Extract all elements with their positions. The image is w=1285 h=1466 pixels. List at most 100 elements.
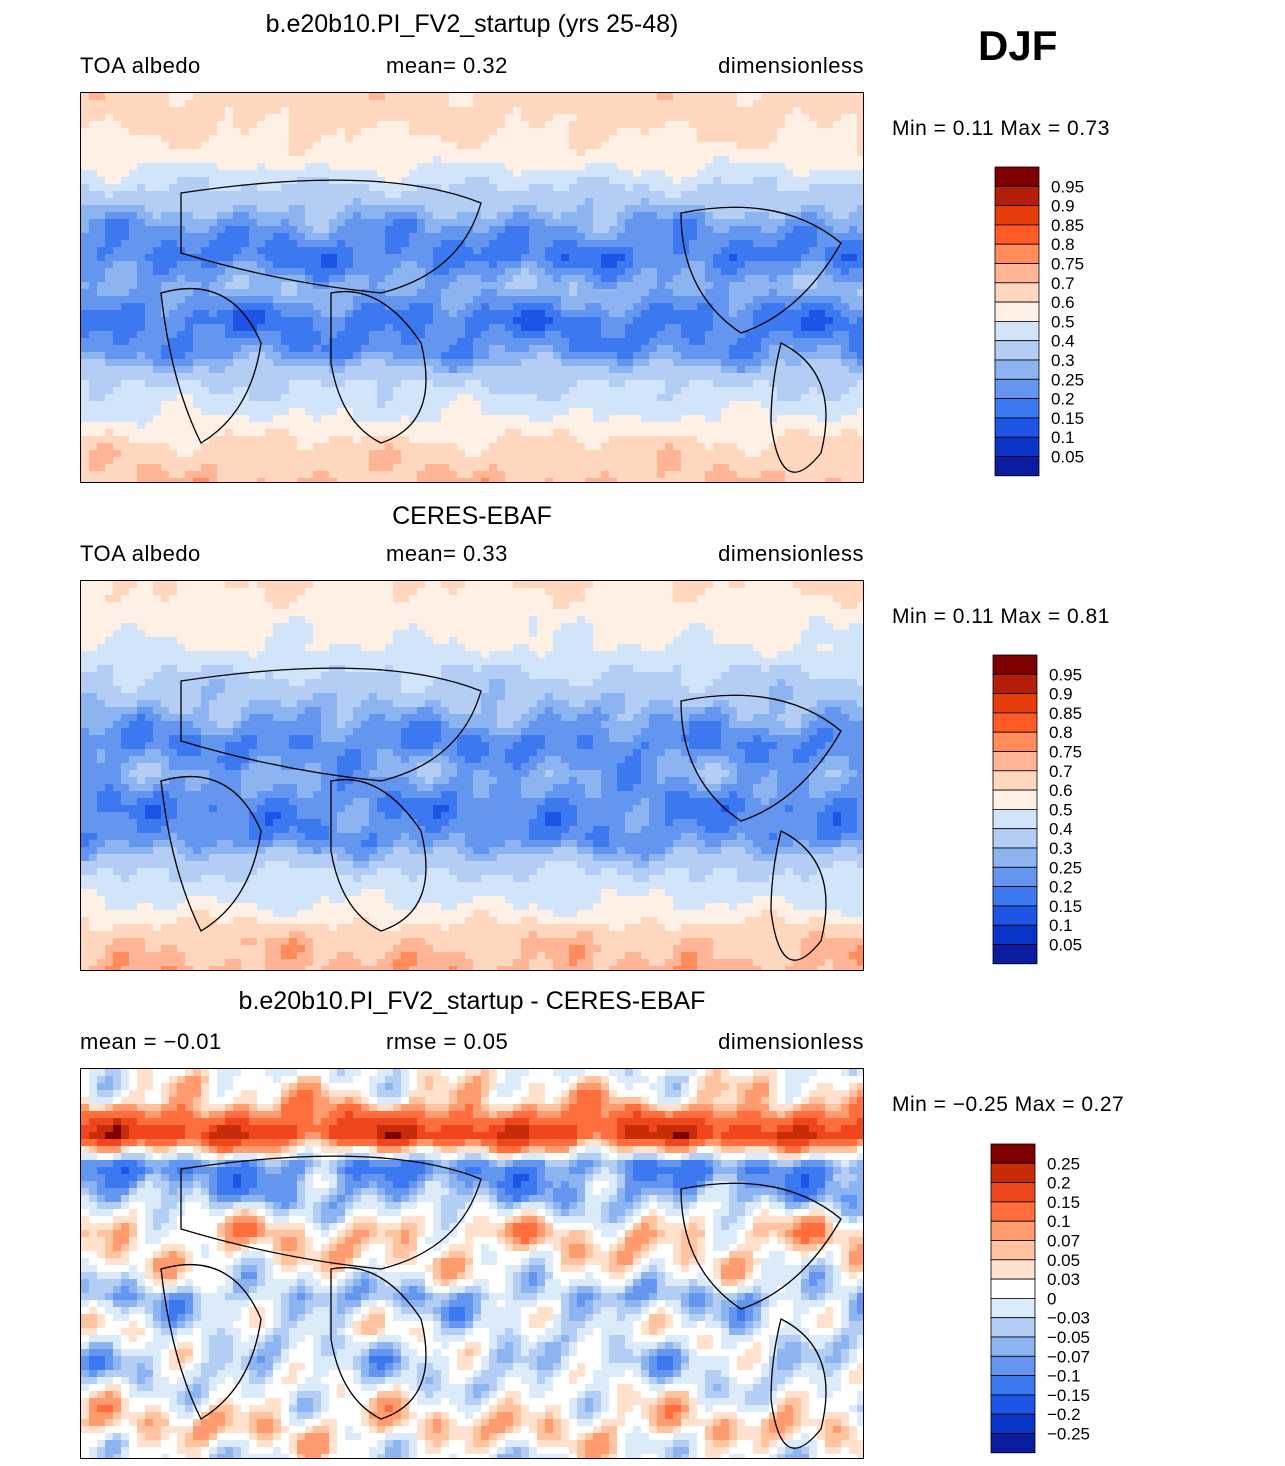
colorbar-tick-label: 0.8	[1049, 723, 1073, 742]
coastline	[680, 694, 842, 822]
colorbar-box	[992, 751, 1038, 772]
colorbar-tick-label: 0.7	[1049, 762, 1073, 781]
colorbar-box	[994, 224, 1040, 245]
colorbar-tick-label: 0.05	[1051, 447, 1084, 466]
colorbar-tick-label: 0.5	[1051, 312, 1075, 331]
colorbar-box	[990, 1297, 1036, 1319]
colorbar-tick-label: 0.85	[1049, 704, 1082, 723]
colorbar-tick-label: 0.95	[1049, 665, 1082, 684]
coastline	[160, 775, 262, 932]
colorbar-tick-label: 0.25	[1051, 370, 1084, 389]
colorbar-box	[992, 712, 1038, 733]
colorbar-tick-label: 0.4	[1049, 820, 1073, 839]
colorbar-box	[990, 1336, 1036, 1357]
mean-label: mean = −0.01	[80, 1029, 222, 1054]
panel-title: CERES-EBAF	[392, 502, 552, 530]
colorbar-tick-label: 0.15	[1047, 1193, 1080, 1212]
colorbar-tick-label: 0.75	[1049, 742, 1082, 761]
coastline	[770, 342, 827, 473]
colorbar-svg: 0.950.90.850.80.750.70.60.50.40.30.250.2…	[992, 654, 1082, 965]
colorbar-tick-label: 0.25	[1047, 1154, 1080, 1173]
colorbar-tick-label: −0.05	[1047, 1328, 1090, 1347]
coastline	[680, 206, 842, 334]
rmse-label: rmse = 0.05	[386, 1029, 509, 1054]
mean-label: mean= 0.33	[386, 541, 508, 566]
colorbar-tick-label: 0.15	[1049, 897, 1082, 916]
colorbar-tick-label: 0.03	[1047, 1270, 1080, 1289]
coastline	[330, 779, 427, 932]
colorbar-tick-label: −0.15	[1047, 1386, 1090, 1405]
colorbar-box	[994, 436, 1040, 457]
colorbar-tick-label: −0.1	[1047, 1367, 1081, 1386]
colorbar-box	[992, 866, 1038, 887]
colorbar-box	[992, 847, 1038, 868]
colorbar-tick-label: 0.5	[1049, 800, 1073, 819]
min-max-label: Min = 0.11 Max = 0.73	[892, 117, 1110, 140]
coastline	[770, 830, 827, 961]
colorbar-box	[992, 731, 1038, 752]
colorbar-tick-label: 0.05	[1047, 1251, 1080, 1270]
panel-title: b.e20b10.PI_FV2_startup (yrs 25-48)	[265, 10, 679, 38]
colorbar-tick-label: −0.25	[1047, 1424, 1090, 1443]
colorbar-box	[990, 1182, 1036, 1203]
colorbar-box	[994, 398, 1040, 419]
colorbar: 0.95 0.9 0.85 0.8 0.75 0.7 0.6 0.5 0.4 0.3 0.25 0.2…	[992, 654, 1285, 975]
field-cells	[81, 581, 863, 970]
colorbar-box	[990, 1278, 1036, 1299]
colorbar-box	[992, 789, 1038, 810]
colorbar-box	[990, 1162, 1036, 1183]
map-plot	[80, 1068, 864, 1459]
min-max-label: Min = −0.25 Max = 0.27	[892, 1093, 1125, 1116]
colorbar-svg: 0.950.90.850.80.750.70.60.50.40.30.250.2…	[994, 166, 1084, 477]
colorbar-tick-label: 0.05	[1049, 935, 1082, 954]
coastline	[180, 667, 482, 782]
colorbar-tick-label: −0.2	[1047, 1405, 1081, 1424]
colorbar-tick-label: 0.7	[1051, 274, 1075, 293]
coastline	[180, 1155, 482, 1270]
colorbar: 0.25 0.2 0.15 0.1 0.07 0.05 0.03 0 −0.03 −0.05 −0.…	[990, 1143, 1285, 1464]
variable-label: TOA albedo	[80, 541, 201, 566]
map-plot	[80, 580, 864, 971]
colorbar-tick-label: 0.1	[1047, 1212, 1071, 1231]
colorbar: 0.95 0.9 0.85 0.8 0.75 0.7 0.6 0.5 0.4 0.3 0.25 0.2…	[994, 166, 1285, 487]
colorbar-svg: 0.250.20.150.10.070.050.030−0.03−0.05−0.…	[990, 1143, 1090, 1454]
colorbar-tick-label: 0.75	[1051, 254, 1084, 273]
colorbar-tick-label: 0.8	[1051, 235, 1075, 254]
colorbar-tick-label: 0.25	[1049, 858, 1082, 877]
colorbar-tick-label: 0.1	[1051, 428, 1075, 447]
colorbar-box	[994, 205, 1040, 226]
colorbar-box	[994, 243, 1040, 264]
colorbar-box	[990, 1259, 1036, 1280]
colorbar-tick-label: 0.15	[1051, 409, 1084, 428]
field-cells	[81, 93, 863, 482]
coastline	[330, 1267, 427, 1420]
units-label: dimensionless	[718, 53, 864, 78]
map-field	[81, 1069, 863, 1458]
colorbar-tick-label: 0.6	[1049, 781, 1073, 800]
colorbar-tick-label: 0.07	[1047, 1231, 1080, 1250]
colorbar-box	[994, 340, 1040, 361]
colorbar-box	[994, 456, 1040, 477]
coastline	[680, 1182, 842, 1310]
colorbar-tick-label: 0.3	[1051, 351, 1075, 370]
coastline	[160, 287, 262, 444]
map-plot	[80, 92, 864, 483]
colorbar-tick-label: 0.2	[1047, 1174, 1071, 1193]
colorbar-box	[990, 1143, 1036, 1164]
colorbar-tick-label: −0.03	[1047, 1309, 1090, 1328]
colorbar-tick-label: −0.07	[1047, 1347, 1090, 1366]
colorbar-tick-label: 0.4	[1051, 332, 1075, 351]
colorbar-box	[994, 185, 1040, 206]
field-cells	[81, 1069, 863, 1458]
colorbar-box	[990, 1375, 1036, 1396]
colorbar-box	[994, 166, 1040, 187]
colorbar-box	[990, 1394, 1036, 1415]
colorbar-tick-label: 0.2	[1049, 878, 1073, 897]
colorbar-box	[994, 320, 1040, 342]
colorbar-box	[992, 693, 1038, 714]
colorbar-box	[994, 263, 1040, 284]
colorbar-box	[994, 301, 1040, 322]
colorbar-box	[992, 673, 1038, 694]
map-field	[81, 581, 863, 970]
colorbar-tick-label: 0.2	[1051, 390, 1075, 409]
